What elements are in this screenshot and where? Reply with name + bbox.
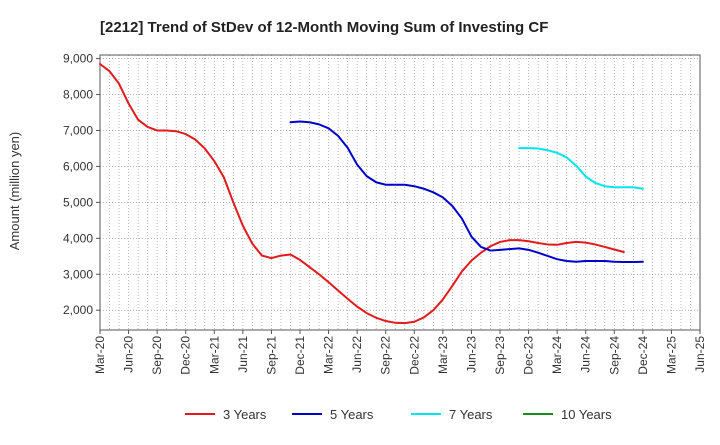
series-line-7-years xyxy=(518,147,644,190)
legend-label-10-years: 10 Years xyxy=(561,407,612,422)
x-tick-label: Sep-22 xyxy=(379,336,393,375)
legend-label-3-years: 3 Years xyxy=(223,407,267,422)
y-tick-label: 2,000 xyxy=(63,303,93,317)
series-line-5-years xyxy=(289,120,644,264)
y-tick-label: 4,000 xyxy=(63,231,93,245)
y-tick-label: 5,000 xyxy=(63,195,93,209)
x-tick-label: Mar-23 xyxy=(436,336,450,374)
x-tick-label: Mar-21 xyxy=(207,336,221,374)
y-tick-label: 7,000 xyxy=(63,123,93,137)
x-tick-label: Dec-24 xyxy=(636,336,650,375)
x-tick-label: Sep-21 xyxy=(264,336,278,375)
x-tick-label: Jun-22 xyxy=(350,336,364,373)
plot-border xyxy=(99,54,701,331)
x-tick-label: Dec-23 xyxy=(522,336,536,375)
legend-label-7-years: 7 Years xyxy=(449,407,493,422)
x-tick-label: Mar-20 xyxy=(93,336,107,374)
x-tick-label: Dec-21 xyxy=(293,336,307,375)
x-tick-label: Sep-24 xyxy=(607,336,621,375)
x-tick-label: Jun-25 xyxy=(693,336,707,373)
x-tick-label: Mar-24 xyxy=(550,336,564,374)
legend-label-5-years: 5 Years xyxy=(330,407,374,422)
y-tick-label: 8,000 xyxy=(63,88,93,102)
x-tick-label: Jun-20 xyxy=(122,336,136,373)
x-tick-label: Sep-23 xyxy=(493,336,507,375)
series-line-3-years xyxy=(99,62,625,325)
axes: 2,000 3,000 4,000 5,000 6,000 7,000 8,000 9,000… xyxy=(63,52,707,375)
x-tick-label: Dec-22 xyxy=(407,336,421,375)
x-tick-label: Sep-20 xyxy=(150,336,164,375)
x-tick-label: Jun-24 xyxy=(579,336,593,373)
x-tick-label: Jun-23 xyxy=(464,336,478,373)
x-tick-label: Mar-25 xyxy=(664,336,678,374)
plot-area xyxy=(100,55,700,330)
x-tick-label: Jun-21 xyxy=(236,336,250,373)
series-lines xyxy=(99,62,644,325)
grid xyxy=(99,55,701,330)
x-tick-label: Dec-20 xyxy=(179,336,193,375)
y-axis-label: Amount (million yen) xyxy=(7,132,22,251)
y-tick-label: 6,000 xyxy=(63,159,93,173)
legend: 3 Years 5 Years 7 Years 10 Years xyxy=(185,407,612,422)
x-tick-label: Mar-22 xyxy=(322,336,336,374)
chart-title: [2212] Trend of StDev of 12-Month Moving… xyxy=(100,19,548,36)
y-tick-label: 3,000 xyxy=(63,267,93,281)
y-tick-label: 9,000 xyxy=(63,52,93,66)
